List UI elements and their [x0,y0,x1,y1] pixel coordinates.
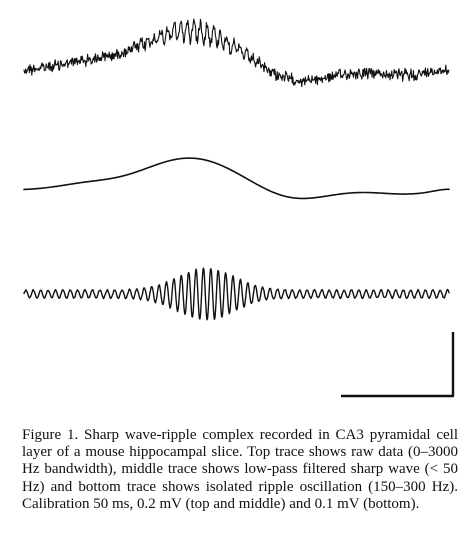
figure-caption: Figure 1. Sharp wave-ripple complex reco… [22,427,458,512]
ripple-oscillation-trace [23,267,450,321]
raw-data-trace [23,18,450,88]
sharp-wave-trace [23,157,450,200]
traces-figure [23,18,455,398]
figure-panel [23,18,455,398]
